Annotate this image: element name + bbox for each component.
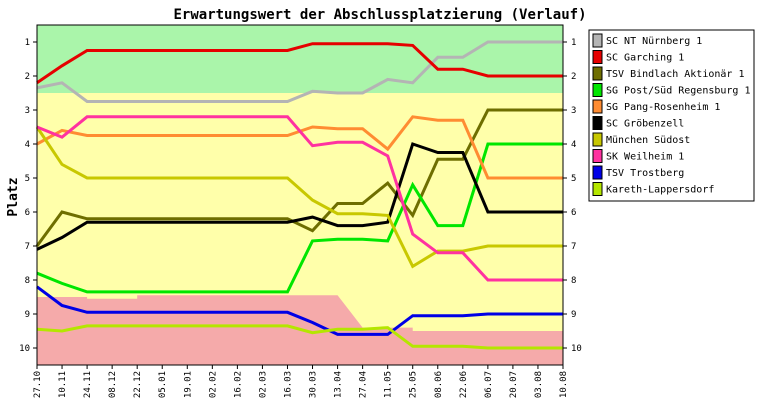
y-axis-label: Platz bbox=[6, 177, 21, 216]
x-tick-label: 27.10 bbox=[33, 371, 43, 398]
legend-swatch bbox=[592, 132, 603, 147]
y-tick-label-right: 6 bbox=[571, 208, 576, 218]
x-tick-label: 02.03 bbox=[258, 371, 268, 398]
y-tick-label-right: 4 bbox=[571, 140, 576, 150]
y-tick-label-left: 1 bbox=[25, 38, 30, 48]
plot-frame bbox=[36, 24, 564, 366]
series-line-9 bbox=[36, 324, 563, 350]
x-tick-label: 03.08 bbox=[534, 371, 544, 398]
x-tick-label: 27.04 bbox=[359, 371, 369, 398]
x-tick-label: 16.02 bbox=[233, 371, 243, 398]
legend-label: SC NT Nürnberg 1 bbox=[606, 36, 702, 47]
y-tick-label-left: 2 bbox=[25, 72, 30, 82]
x-tick-label: 10.11 bbox=[58, 371, 68, 398]
y-tick-label-right: 2 bbox=[571, 72, 576, 82]
y-tick-label-left: 3 bbox=[25, 106, 30, 116]
x-tick-label: 08.12 bbox=[108, 371, 118, 398]
x-tick-label: 02.02 bbox=[208, 371, 218, 398]
x-tick-label: 08.06 bbox=[434, 371, 444, 398]
legend-label: TSV Bindlach Aktionär 1 bbox=[606, 69, 744, 80]
y-tick-label-left: 5 bbox=[25, 174, 30, 184]
x-tick-label: 06.07 bbox=[484, 371, 494, 398]
y-ticks-left: 1 2 3 4 5 6 7 8 9 10 bbox=[19, 38, 37, 354]
y-tick-label-left: 9 bbox=[25, 310, 30, 320]
legend-label: SK Weilheim 1 bbox=[606, 152, 684, 163]
x-tick-label: 24.11 bbox=[83, 371, 93, 398]
legend-label: SG Pang-Rosenheim 1 bbox=[606, 102, 720, 113]
legend: SC NT Nürnberg 1 SC Garching 1 TSV Bindlac… bbox=[588, 29, 755, 202]
y-tick-label-left: 6 bbox=[25, 208, 30, 218]
series-line-8 bbox=[36, 285, 563, 336]
legend-swatch bbox=[592, 83, 603, 97]
legend-swatch bbox=[592, 66, 603, 81]
y-tick-label-right: 5 bbox=[571, 174, 576, 184]
legend-label: SC Gröbenzell bbox=[606, 119, 684, 130]
legend-swatch bbox=[592, 149, 603, 163]
legend-swatch bbox=[592, 50, 603, 64]
series-line-1 bbox=[36, 42, 563, 85]
legend-swatch bbox=[592, 33, 603, 48]
legend-swatch bbox=[592, 99, 603, 114]
series-line-5 bbox=[36, 142, 563, 251]
x-tick-label: 20.07 bbox=[509, 371, 519, 398]
y-ticks-right: 1 2 3 4 5 6 7 8 9 10 bbox=[563, 38, 582, 354]
series-layer bbox=[35, 40, 563, 350]
series-line-6 bbox=[35, 126, 563, 269]
y-tick-label-right: 8 bbox=[571, 276, 576, 286]
y-tick-label-left: 8 bbox=[25, 276, 30, 286]
y-tick-label-right: 9 bbox=[571, 310, 576, 320]
x-tick-label: 10.08 bbox=[559, 371, 569, 398]
y-tick-label-left: 4 bbox=[25, 140, 30, 150]
x-tick-label: 25.05 bbox=[409, 371, 419, 398]
legend-swatch bbox=[592, 116, 603, 130]
legend-label: Kareth-Lappersdorf bbox=[606, 185, 714, 196]
legend-swatch bbox=[592, 165, 603, 180]
x-tick-label: 16.03 bbox=[283, 371, 293, 398]
x-tick-label: 13.04 bbox=[334, 371, 344, 398]
zone-top bbox=[37, 25, 563, 93]
legend-label: TSV Trostberg bbox=[606, 168, 684, 179]
x-tick-label: 22.12 bbox=[133, 371, 143, 398]
legend-swatch bbox=[592, 182, 603, 196]
series-line-7 bbox=[36, 115, 563, 282]
series-line-2 bbox=[35, 108, 563, 247]
x-tick-label: 05.01 bbox=[158, 371, 168, 398]
x-tick-label: 22.06 bbox=[459, 371, 469, 398]
legend-label: München Südost bbox=[606, 135, 690, 146]
legend-label: SC Garching 1 bbox=[606, 53, 684, 64]
y-tick-label-left: 7 bbox=[25, 242, 30, 252]
x-tick-label: 30.03 bbox=[309, 371, 319, 398]
legend-label: SG Post/Süd Regensburg 1 bbox=[606, 86, 751, 97]
y-tick-label-right: 10 bbox=[571, 344, 582, 354]
y-tick-label-right: 3 bbox=[571, 106, 576, 116]
y-tick-label-left: 10 bbox=[19, 344, 30, 354]
chart-title: Erwartungswert der Abschlussplatzierung … bbox=[173, 7, 586, 23]
x-tick-label: 11.05 bbox=[384, 371, 394, 398]
series-line-0 bbox=[36, 40, 563, 103]
legend-box bbox=[588, 29, 755, 202]
y-tick-label-right: 1 bbox=[571, 38, 576, 48]
x-tick-label: 19.01 bbox=[183, 371, 193, 398]
x-ticks: 27.10 10.11 24.11 08.12 22.12 05.01 19.01 02.02… bbox=[33, 365, 569, 398]
y-tick-label-right: 7 bbox=[571, 242, 576, 252]
